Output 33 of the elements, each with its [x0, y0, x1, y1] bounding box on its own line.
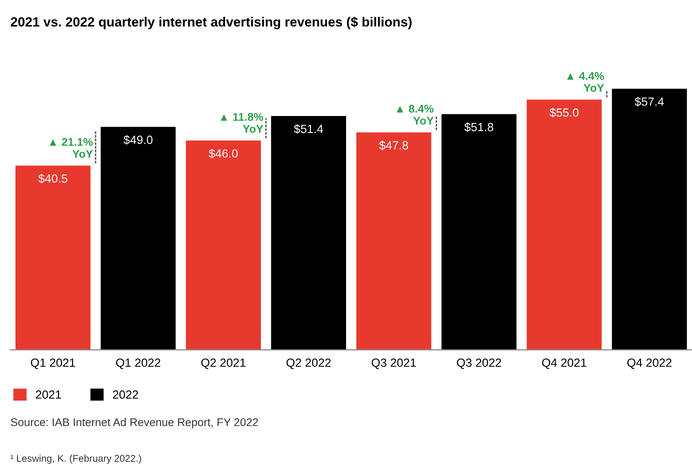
x-tick-label: Q1 2022	[116, 358, 160, 369]
data-label: $51.8	[464, 122, 494, 132]
data-label: $40.5	[38, 174, 68, 184]
data-label: $46.0	[208, 148, 238, 158]
annotation: ▲ 4.4% YoY	[567, 72, 604, 92]
text: ¹ Leswing, K. (February 2022.)	[10, 454, 142, 464]
data-label: $57.4	[634, 96, 664, 107]
bar	[442, 114, 516, 350]
x-tick-label: Q2 2021	[201, 358, 246, 369]
data-label: $51.4	[294, 124, 324, 134]
x-tick-label: Q3 2022	[456, 358, 502, 369]
bar	[186, 140, 261, 350]
x-tick-label: Q4 2022	[627, 358, 672, 369]
x-tick-label: Q4 2021	[542, 358, 586, 369]
data-label: $55.0	[550, 108, 579, 118]
bar	[271, 116, 346, 350]
data-label: $47.8	[379, 140, 408, 150]
source-note: Source: IAB Internet Ad Revenue Report, FY 2022	[10, 418, 258, 428]
legend-label: 2021	[36, 390, 62, 399]
x-tick-label: Q2 2022	[286, 358, 331, 369]
chart-title: 2021 vs. 2022 quarterly internet advertising revenues ($ billions)	[10, 16, 412, 30]
bar	[100, 126, 176, 350]
annotation: ▲ 8.4% YoY	[396, 104, 434, 125]
data-label: $49.0	[124, 135, 152, 145]
bar	[526, 100, 602, 350]
legend-label: 2022	[112, 390, 138, 399]
annotation: ▲ 21.1% YoY	[50, 138, 93, 158]
x-tick-label: Q1 2021	[30, 358, 76, 369]
annotation: ▲ 11.8% YoY	[220, 112, 264, 133]
bar	[612, 88, 687, 350]
bar	[356, 132, 432, 350]
x-tick-label: Q3 2021	[372, 358, 416, 369]
bar	[15, 166, 90, 350]
